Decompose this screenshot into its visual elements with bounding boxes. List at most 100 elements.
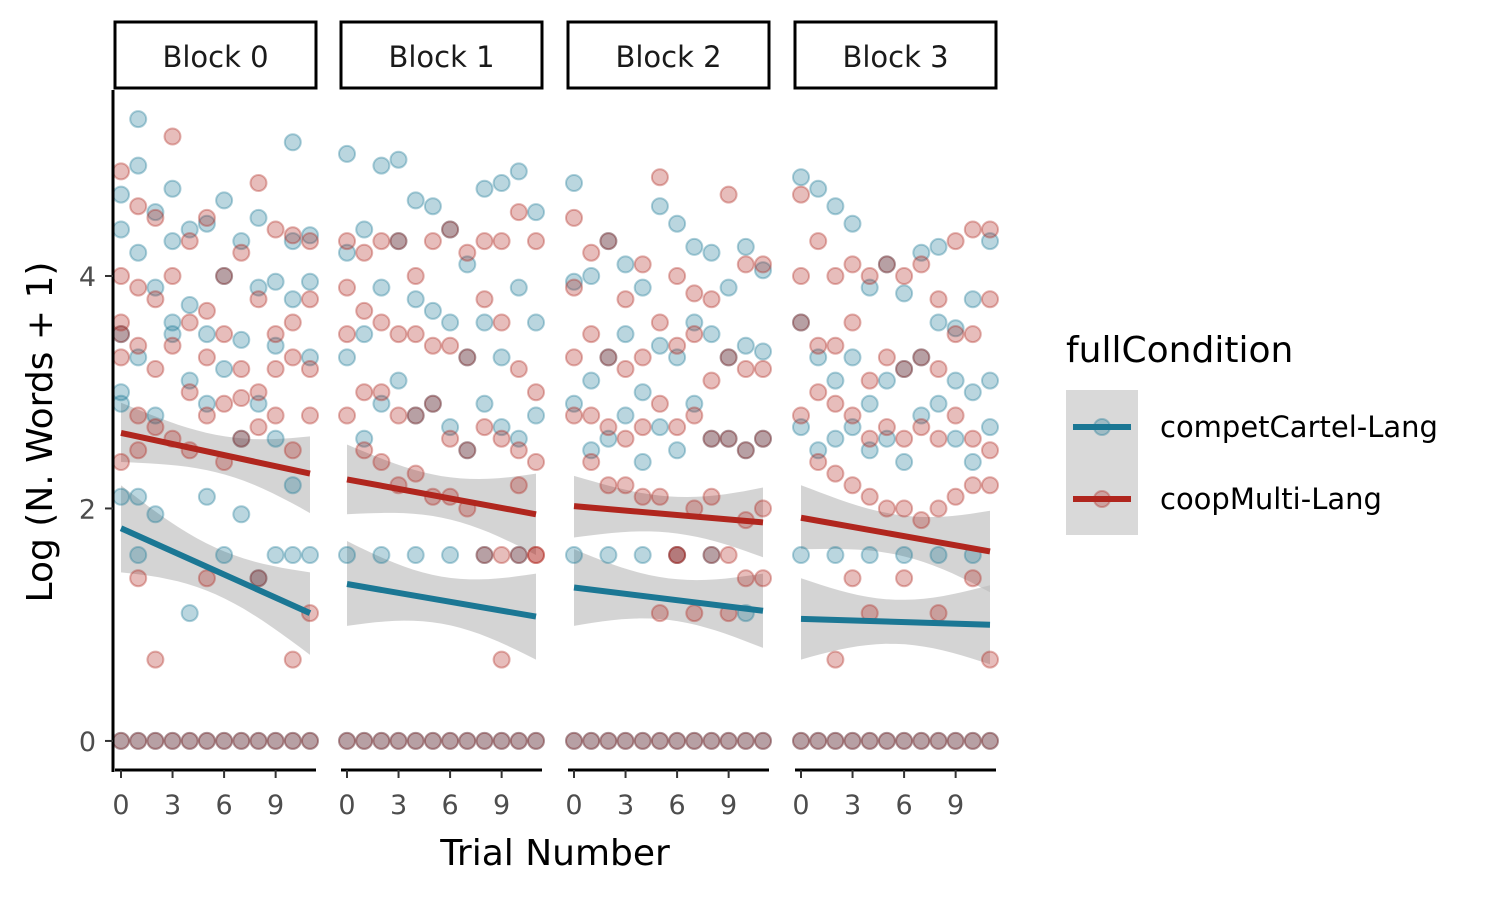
data-point xyxy=(475,546,494,564)
data-point xyxy=(180,604,199,623)
data-point xyxy=(441,731,460,750)
data-point xyxy=(981,232,999,251)
data-point xyxy=(719,731,738,750)
data-point xyxy=(129,336,148,355)
x-tick-label: 3 xyxy=(844,790,861,821)
data-point xyxy=(112,394,130,413)
facet-panel-2: Block 2 xyxy=(565,20,772,750)
data-point xyxy=(283,348,302,367)
data-point xyxy=(509,546,528,564)
data-point xyxy=(668,214,687,233)
data-point xyxy=(129,156,148,175)
data-point xyxy=(843,418,862,437)
data-point xyxy=(826,731,845,750)
data-point xyxy=(668,348,687,367)
data-point xyxy=(355,243,374,262)
data-point xyxy=(423,731,442,750)
data-point xyxy=(877,731,896,750)
data-point xyxy=(582,371,601,390)
data-point xyxy=(338,243,356,262)
fit-line-1-3 xyxy=(800,514,991,555)
data-point xyxy=(406,731,425,750)
x-tick-label: 9 xyxy=(947,790,964,821)
data-point xyxy=(527,546,545,564)
data-point xyxy=(929,604,948,623)
data-point xyxy=(129,487,148,506)
data-point xyxy=(877,255,896,274)
data-point xyxy=(719,348,738,367)
data-point xyxy=(792,185,810,204)
data-point xyxy=(492,418,511,437)
data-point xyxy=(599,429,618,448)
data-point xyxy=(736,731,755,750)
data-point xyxy=(754,499,772,518)
data-point xyxy=(527,731,545,750)
data-point xyxy=(843,406,862,425)
data-point xyxy=(129,731,148,750)
data-point xyxy=(912,348,931,367)
data-point xyxy=(215,360,234,378)
data-point xyxy=(458,731,477,750)
x-tick-label: 3 xyxy=(390,790,407,821)
data-point xyxy=(163,127,182,146)
data-point xyxy=(163,325,182,344)
data-point xyxy=(249,290,268,309)
x-tick-label: 9 xyxy=(720,790,737,821)
data-point xyxy=(946,487,965,506)
data-point xyxy=(441,336,460,355)
data-point xyxy=(736,441,755,460)
data-point xyxy=(860,731,879,750)
legend-label: competCartel-Lang xyxy=(1160,410,1438,444)
axes: 0 3 6 9 0 3 6 9 0 3 6 9 0 3 6 9 0 2 4 xyxy=(79,90,996,821)
data-point xyxy=(633,731,652,750)
data-point xyxy=(283,731,302,750)
data-point xyxy=(946,731,965,750)
data-point xyxy=(981,731,999,750)
data-point xyxy=(565,348,583,367)
data-point xyxy=(389,406,408,425)
data-point xyxy=(826,394,845,413)
data-point xyxy=(232,330,251,349)
data-point xyxy=(650,168,669,187)
data-point xyxy=(792,313,810,332)
data-point xyxy=(129,546,148,564)
data-point xyxy=(249,731,268,750)
facet-strip-0 xyxy=(113,20,318,90)
data-point xyxy=(372,731,391,750)
data-point xyxy=(599,546,618,564)
data-point xyxy=(372,232,391,251)
data-point xyxy=(599,232,618,251)
data-point xyxy=(719,185,738,204)
data-point xyxy=(877,371,896,390)
data-point xyxy=(736,237,755,256)
data-point xyxy=(582,325,601,344)
data-point xyxy=(180,383,199,402)
data-point xyxy=(981,220,999,239)
data-point xyxy=(249,731,268,750)
data-point xyxy=(963,476,982,495)
data-point xyxy=(301,290,319,309)
data-point xyxy=(792,267,810,285)
data-point xyxy=(616,255,635,274)
data-point xyxy=(146,650,165,669)
data-point xyxy=(912,731,931,750)
data-point xyxy=(458,348,477,367)
data-point xyxy=(809,179,828,198)
confidence-ribbon-1-0 xyxy=(121,402,310,514)
data-point xyxy=(685,731,704,750)
data-point xyxy=(146,278,165,297)
data-point xyxy=(492,232,511,251)
data-point xyxy=(112,487,130,506)
data-point xyxy=(843,214,862,233)
data-point xyxy=(509,203,528,222)
data-point xyxy=(232,429,251,448)
fit-line-1-2 xyxy=(573,503,764,526)
data-point xyxy=(736,336,755,355)
data-point xyxy=(895,360,914,378)
data-point xyxy=(719,278,738,297)
data-point xyxy=(355,220,374,239)
data-point xyxy=(616,325,635,344)
data-point xyxy=(792,418,810,437)
data-point xyxy=(582,453,601,471)
data-point xyxy=(146,505,165,524)
